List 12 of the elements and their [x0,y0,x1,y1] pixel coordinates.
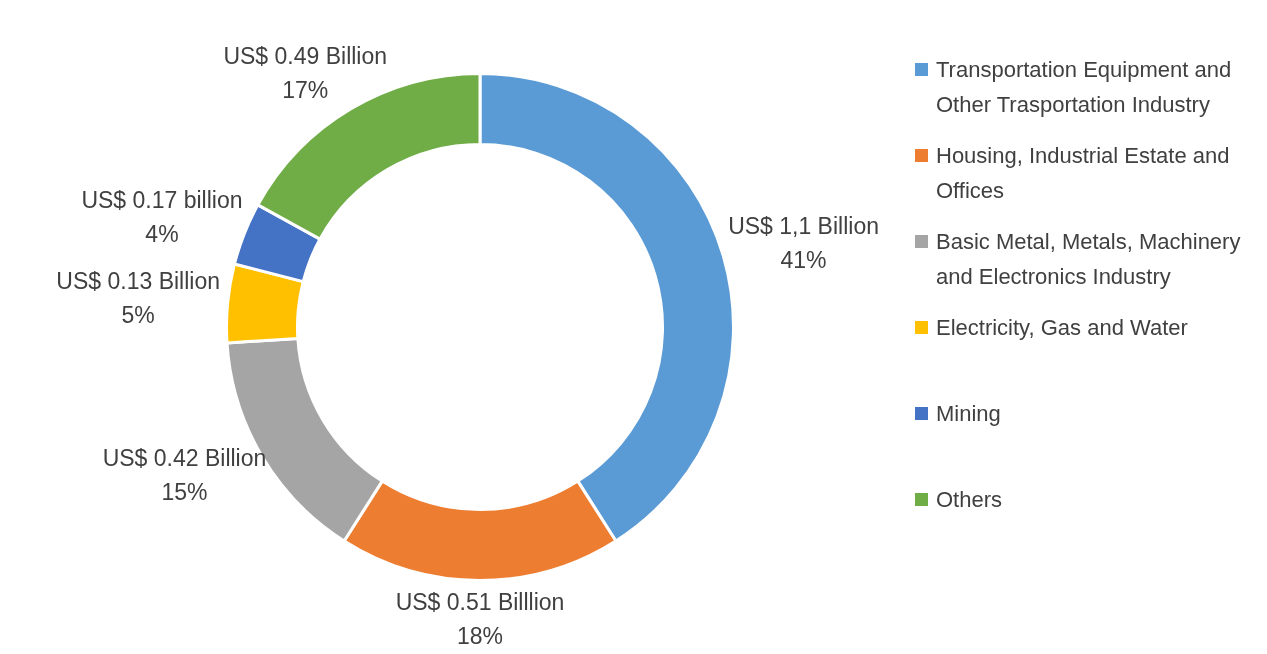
legend-label: Mining [936,400,1001,428]
data-label: US$ 1,1 Billion 41% [728,213,879,274]
data-label: US$ 0.13 Billion 5% [56,267,221,328]
data-label: US$ 0.49 Billion 17% [223,42,388,103]
data-label: US$ 0.17 billion 4% [81,187,243,248]
legend-label: Housing, Industrial Estate and Offices [936,142,1231,205]
legend-label: Basic Metal, Metals, Machinery and Electronics Industry [936,228,1242,291]
legend-label: Transportation Equipment and Other Trasportation Industry [936,56,1233,119]
legend-label: Others [936,486,1003,514]
legend-label: Electricity, Gas and Water [936,314,1188,342]
data-label: US$ 0.51 Billlion 18% [395,588,565,649]
data-label: US$ 0.42 Billion 15% [102,444,267,505]
